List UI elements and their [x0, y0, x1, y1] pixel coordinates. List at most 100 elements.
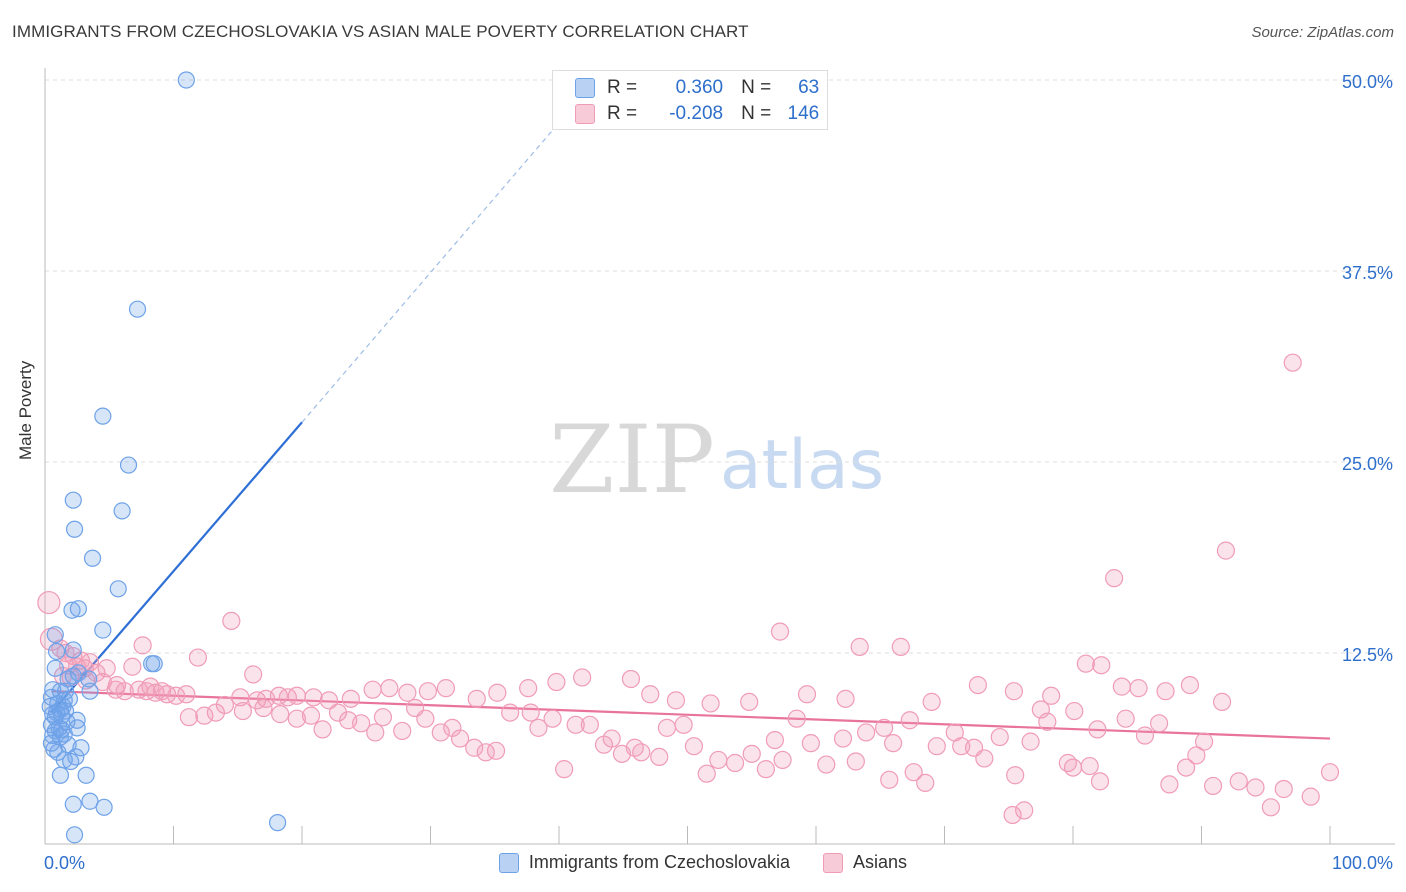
asians-point	[278, 688, 297, 707]
asians-point	[900, 711, 919, 730]
asians-point	[1274, 779, 1293, 799]
asians-point	[875, 718, 894, 737]
axes	[44, 68, 1395, 845]
asians-point	[398, 683, 417, 702]
asians-point	[555, 760, 574, 779]
asians-point	[233, 701, 252, 721]
asians-point	[547, 672, 566, 692]
asians-point	[674, 715, 693, 734]
legend-swatch-blue	[498, 852, 519, 873]
r-value: -0.208	[669, 103, 724, 124]
asians-point	[641, 685, 660, 704]
asians-point	[1261, 798, 1280, 817]
asians-point	[418, 682, 438, 701]
asians-point	[244, 665, 263, 684]
asians-point	[1187, 746, 1206, 765]
asians-point	[740, 692, 759, 711]
asians-point	[1160, 775, 1179, 794]
asians-point	[301, 706, 321, 725]
chart-title: IMMIGRANTS FROM CZECHOSLOVAKIA VS ASIAN …	[12, 22, 749, 41]
asians-point	[1042, 686, 1061, 705]
n-value: 146	[787, 103, 820, 124]
asians-point	[697, 764, 716, 783]
asians-point	[1283, 353, 1302, 372]
asians-point	[521, 703, 540, 722]
asians-point	[756, 760, 775, 779]
asians-point	[486, 741, 506, 760]
czechoslovakia-point	[46, 659, 64, 677]
czechoslovakia-point	[80, 670, 98, 688]
asians-point	[1080, 756, 1099, 776]
asians-point	[1246, 778, 1265, 797]
asians-point	[701, 694, 720, 713]
asians-point	[366, 723, 385, 742]
legend-label-czechoslovakia: Immigrants from Czechoslovakia	[528, 852, 791, 872]
czechoslovakia-trend-line	[50, 421, 303, 714]
asians-point	[1004, 682, 1023, 701]
asians-point	[1038, 712, 1057, 731]
asians-point	[657, 718, 677, 737]
asians-point	[247, 691, 267, 710]
asians-point	[1015, 801, 1034, 820]
czechoslovakia-point	[109, 580, 127, 598]
asians-point	[269, 686, 288, 705]
czechoslovakia-point	[65, 520, 84, 538]
asians-point	[990, 727, 1009, 747]
legend-item-asians[interactable]: Asians	[823, 852, 907, 873]
asians-point	[968, 675, 988, 695]
czechoslovakia-point	[94, 621, 112, 639]
asians-point	[1203, 776, 1223, 796]
czechoslovakia-point	[177, 71, 195, 89]
asians-point	[529, 718, 548, 737]
asians-point	[964, 738, 984, 757]
source-credit: Source: ZipAtlas.com	[1251, 24, 1394, 41]
asians-point	[133, 636, 152, 655]
asians-point	[666, 691, 686, 710]
grid-lines	[45, 79, 1395, 654]
asians-point	[37, 590, 61, 615]
asians-point	[1063, 758, 1083, 777]
asians-point	[632, 743, 651, 762]
czechoslovakia-point	[62, 752, 80, 771]
legend-item-czechoslovakia[interactable]: Immigrants from Czechoslovakia	[498, 852, 791, 873]
asians-point	[313, 720, 332, 739]
czechoslovakia-point	[42, 688, 61, 706]
asians-point	[177, 685, 196, 704]
czechoslovakia-point	[64, 795, 82, 813]
n-value: 63	[798, 77, 820, 98]
czechoslovakia-point	[46, 626, 64, 644]
asians-point	[1076, 654, 1095, 673]
asians-point	[621, 669, 641, 689]
x-tick-label-max: 100.0%	[1332, 853, 1393, 873]
asians-point	[846, 752, 865, 771]
asians-point	[1112, 677, 1131, 696]
czechoslovakia-point	[47, 642, 66, 661]
czechoslovakia-point	[69, 664, 88, 682]
asians-point	[123, 657, 142, 676]
asians-point	[254, 698, 273, 718]
asians-point	[519, 679, 538, 698]
asians-point	[137, 682, 156, 701]
asians-point	[1006, 766, 1025, 785]
asians-point	[222, 611, 241, 631]
asians-point	[883, 734, 903, 753]
asians-point	[836, 689, 855, 708]
czechoslovakia-point	[63, 601, 81, 619]
asians-point	[393, 721, 412, 741]
asians-point	[765, 730, 784, 750]
asians-point	[580, 715, 599, 734]
watermark: ZIP atlas	[549, 406, 884, 515]
asians-point	[373, 708, 393, 727]
asians-point	[352, 714, 371, 733]
stats-row-asians: R = -0.208 N = 146	[575, 101, 819, 127]
asians-point	[1090, 772, 1110, 791]
asians-point	[857, 723, 876, 742]
czechoslovakia-point	[51, 766, 70, 784]
legend-label-asians: Asians	[853, 852, 908, 872]
asians-point	[363, 680, 382, 699]
legend-swatch-pink	[823, 852, 844, 873]
czechoslovakia-point	[69, 600, 88, 618]
asians-point	[146, 683, 165, 702]
asians-point	[271, 705, 290, 724]
